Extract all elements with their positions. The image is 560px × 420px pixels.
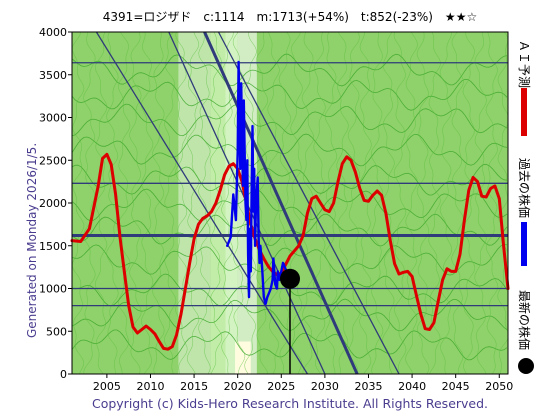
legend-label-past-price: 過去の株価 <box>517 158 532 218</box>
current-price-layer <box>280 268 300 374</box>
trend-line <box>203 31 359 375</box>
y-tick-label: 3000 <box>39 112 67 125</box>
past-price-series <box>226 60 292 306</box>
texture-line <box>106 31 119 374</box>
texture-line <box>175 31 188 375</box>
texture-line <box>451 31 464 375</box>
legend-item-ai-forecast: ＡＩ予測 <box>517 40 531 136</box>
texture-line <box>324 31 338 375</box>
texture-line <box>497 31 509 375</box>
texture-line <box>209 31 223 375</box>
ai-forecast-line <box>70 152 510 351</box>
y-tick-label: 2500 <box>39 154 67 167</box>
trend-line <box>217 31 400 375</box>
texture-line <box>198 31 211 375</box>
texture-line <box>71 31 85 375</box>
texture-line <box>278 31 292 375</box>
texture-line <box>163 31 177 375</box>
legend-label-ai-forecast: ＡＩ予測 <box>517 40 531 88</box>
band <box>178 32 211 374</box>
texture-line <box>186 31 200 375</box>
texture-line <box>336 31 349 375</box>
chart-title: 4391=ロジザド c:1114 m:1713(+54%) t:852(-23%… <box>103 10 477 24</box>
legend: ＡＩ予測 過去の株価 最新の株価 <box>517 40 534 374</box>
plot-area <box>70 31 510 375</box>
x-tick-label: 2030 <box>311 380 339 393</box>
x-tick-label: 2020 <box>224 380 252 393</box>
legend-item-past-price: 過去の株価 <box>517 158 532 266</box>
copyright-notice: Copyright (c) Kids-Hero Research Institu… <box>92 396 488 411</box>
texture-line <box>474 31 487 375</box>
y-axis: 0 500 1000 1500 2000 2500 3000 3500 4000 <box>39 26 72 381</box>
texture-line <box>83 31 96 374</box>
texture-line <box>405 31 418 375</box>
y-tick-label: 4000 <box>39 26 67 39</box>
band <box>235 341 251 374</box>
x-tick-label: 2005 <box>93 380 121 393</box>
y-tick-label: 2000 <box>39 197 67 210</box>
texture-line <box>393 31 407 375</box>
texture-line <box>71 53 508 87</box>
texture-line <box>290 31 303 375</box>
texture-line <box>347 31 361 375</box>
texture-line <box>428 31 441 375</box>
texture-line <box>370 31 384 375</box>
x-tick-label: 2045 <box>442 380 470 393</box>
x-tick-label: 2040 <box>398 380 426 393</box>
ai-forecast-series <box>70 152 510 351</box>
texture-line <box>117 31 131 375</box>
texture-line <box>313 31 326 375</box>
past-price-line <box>226 60 292 306</box>
texture-line <box>140 31 154 375</box>
texture-line <box>71 133 508 167</box>
texture-line <box>152 31 165 375</box>
texture-line <box>267 31 280 375</box>
texture-line <box>71 163 508 196</box>
texture-line <box>416 31 430 375</box>
red-line-icon <box>521 88 527 136</box>
texture-line <box>359 31 372 375</box>
x-tick-label: 2050 <box>485 380 513 393</box>
legend-item-latest-price: 最新の株価 <box>517 290 534 374</box>
texture-line <box>129 31 142 375</box>
black-dot-icon <box>518 358 534 374</box>
generated-date-label: Generated on Monday 2026/1/5. <box>25 143 39 338</box>
y-tick-label: 1000 <box>39 283 67 296</box>
x-tick-label: 2035 <box>354 380 382 393</box>
legend-label-latest-price: 最新の株価 <box>517 290 532 350</box>
y-tick-label: 3500 <box>39 69 67 82</box>
texture-line <box>462 31 476 375</box>
y-tick-label: 1500 <box>39 240 67 253</box>
y-tick-label: 500 <box>46 325 67 338</box>
x-tick-label: 2015 <box>180 380 208 393</box>
x-tick-label: 2025 <box>267 380 295 393</box>
y-tick-label: 0 <box>60 368 67 381</box>
current-price-marker <box>280 268 300 289</box>
texture-line <box>71 78 508 111</box>
x-axis: 2005 2010 2015 2020 2025 2030 2035 2040 2045 2050 <box>93 374 513 393</box>
texture-line <box>71 243 508 276</box>
x-tick-label: 2010 <box>136 380 164 393</box>
trend-line <box>95 31 308 375</box>
texture-line <box>439 31 452 375</box>
texture-line <box>71 188 508 222</box>
blue-line-icon <box>521 222 527 266</box>
texture-line <box>485 31 499 375</box>
